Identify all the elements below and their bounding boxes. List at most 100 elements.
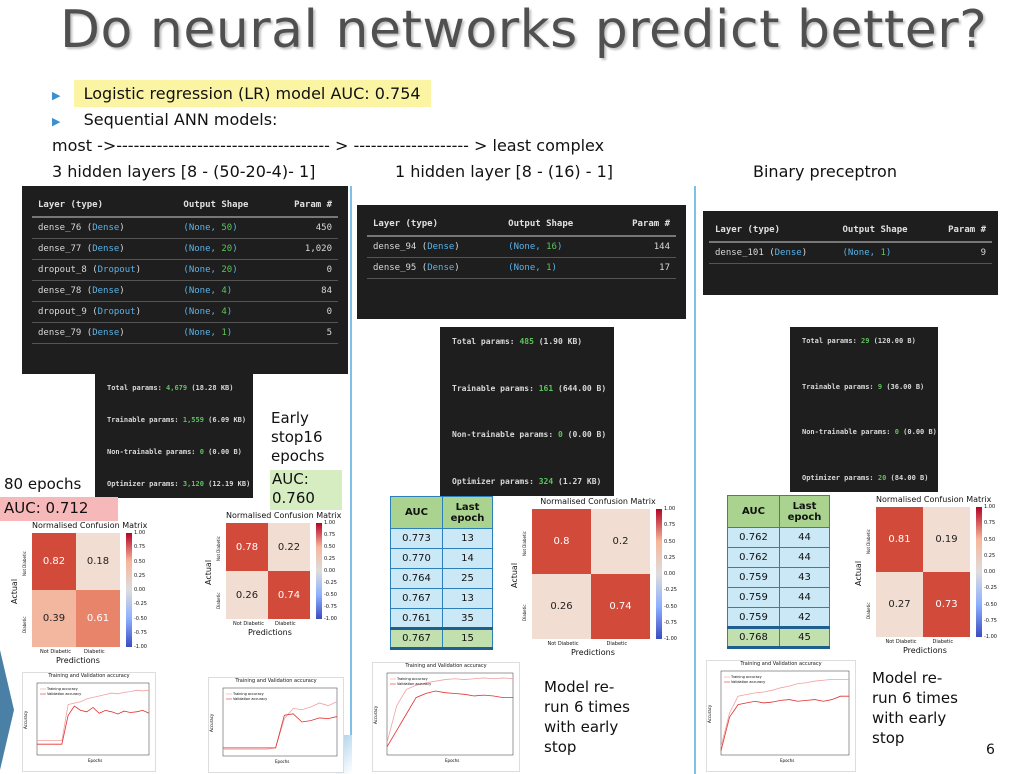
colorbar-tick: 0.50 xyxy=(984,536,996,543)
cm-row-label: Not Diabetic xyxy=(522,530,527,556)
colorbar-tick: 1.00 xyxy=(324,520,336,526)
auc-cell: 44 xyxy=(779,547,830,568)
plot-ylabel: Accuracy xyxy=(707,704,712,723)
colorbar-tick: -0.75 xyxy=(664,619,677,626)
cm-col-label: Not Diabetic xyxy=(885,639,917,645)
shape-cell: (None, 50) xyxy=(177,217,275,239)
table-row: dropout_8 (Dropout) (None, 20) 0 xyxy=(32,259,338,281)
plot-title: Training and Validation accuracy xyxy=(405,663,487,669)
cm-col-label: Not Diabetic xyxy=(233,621,265,627)
auc-cell: 13 xyxy=(442,528,493,549)
confusion-matrix-2: Normalised Confusion Matrix 0.8 0.2 0.26 0.7… xyxy=(508,497,688,661)
auc-cell: 35 xyxy=(442,608,493,629)
colorbar-tick: 0.25 xyxy=(664,554,676,561)
col-layer: Layer (type) xyxy=(367,213,503,237)
param-line: Non-trainable params: 0 (0.00 B) xyxy=(802,428,937,436)
shape-units: 1 xyxy=(546,263,552,273)
shape-suffix: ) xyxy=(226,307,233,317)
shape-suffix: ) xyxy=(226,328,233,338)
accuracy-plot-3: Training and Validation accuracy Training… xyxy=(706,660,856,772)
cm-cell: 0.74 xyxy=(268,571,310,619)
model3-header: Binary preceptron xyxy=(753,162,897,181)
model3-summary-table: Layer (type) Output Shape Param # dense_… xyxy=(703,211,998,295)
param-cell: 450 xyxy=(274,217,338,239)
auc-header: AUC xyxy=(390,496,443,529)
param-cell: 1,020 xyxy=(274,238,338,260)
cm-row-label: Not Diabetic xyxy=(216,536,221,561)
layer-cell: dropout_9 (Dropout) xyxy=(32,301,178,323)
param-label: Trainable params: xyxy=(452,383,534,393)
training-curve xyxy=(386,677,514,743)
colorbar-tick: 0.75 xyxy=(324,532,336,538)
layer-name: dense_76 xyxy=(38,223,82,233)
colorbar-tick: 0.75 xyxy=(664,522,676,529)
plot-title: Training and Validation accuracy xyxy=(235,678,317,684)
param-value: 3,120 xyxy=(182,480,204,488)
table-row: dropout_9 (Dropout) (None, 4) 0 xyxy=(32,301,338,323)
cm-row-label: Diabetic xyxy=(522,603,527,621)
table-row: 0.759 43 xyxy=(727,567,830,588)
param-value: 485 xyxy=(519,337,534,346)
colorbar-tick: 0.25 xyxy=(324,556,336,562)
param-value: 0 xyxy=(199,448,204,456)
cm-ylabel: Actual xyxy=(10,578,19,604)
table-row: 0.762 44 xyxy=(727,547,830,568)
plot-frame xyxy=(720,670,850,756)
param-value: 4,679 xyxy=(166,384,188,392)
model1-summary-table: Layer (type) Output Shape Param # dense_… xyxy=(22,186,348,374)
training-curve xyxy=(223,701,338,750)
cm-row-label: Diabetic xyxy=(216,592,221,609)
cm-title: Normalised Confusion Matrix xyxy=(32,521,148,530)
layer-cell: dense_101 (Dense) xyxy=(709,242,837,264)
param-label: Optimizer params: xyxy=(802,473,874,482)
auc-cell: 25 xyxy=(442,568,493,589)
shape-cell: (None, 16) xyxy=(502,236,608,258)
column-divider xyxy=(350,186,352,774)
param-size: (0.00 B) xyxy=(567,430,607,440)
training-curve xyxy=(37,689,150,741)
param-size: (6.09 KB) xyxy=(208,416,247,424)
colorbar-tick: -0.25 xyxy=(324,580,337,586)
bullet-lr: ▶ Logistic regression (LR) model AUC: 0.… xyxy=(52,80,431,107)
validation-curve xyxy=(223,713,338,749)
col-param: Param # xyxy=(607,213,676,237)
shape-units: 16 xyxy=(546,242,557,252)
model1-params: Total params: 4,679 (18.28 KB) Trainable … xyxy=(95,374,253,498)
shape-units: 20 xyxy=(221,265,233,275)
cm-cell: 0.8 xyxy=(532,509,591,574)
param-value: 29 xyxy=(861,337,870,345)
layer-name: dropout_8 xyxy=(38,265,87,275)
shape-prefix: (None, xyxy=(183,286,222,296)
ann-text: Sequential ANN models: xyxy=(83,110,278,129)
plot-ylabel: Accuracy xyxy=(373,705,378,724)
table-row: dense_78 (Dense) (None, 4) 84 xyxy=(32,280,338,302)
plot-xlabel: Epochs xyxy=(780,758,794,763)
model1-header: 3 hidden layers [8 - (50-20-4)- 1] xyxy=(52,162,316,181)
auc-cell: 43 xyxy=(779,567,830,588)
colorbar-tick: -0.75 xyxy=(134,629,147,636)
param-size: (0.00 B) xyxy=(208,448,242,456)
cm-cell: 0.26 xyxy=(532,574,591,639)
auc-cell: 44 xyxy=(779,587,830,608)
auc-cell: 13 xyxy=(442,588,493,609)
plot-frame xyxy=(222,687,338,757)
cm-cell: 0.78 xyxy=(226,523,268,571)
cm-cell: 0.22 xyxy=(268,523,310,571)
bullet-ann: ▶ Sequential ANN models: xyxy=(52,110,277,129)
layer-type: Dense xyxy=(92,328,120,338)
layer-cell: dropout_8 (Dropout) xyxy=(32,259,178,281)
shape-prefix: (None, xyxy=(183,328,222,338)
colorbar-tick: -0.50 xyxy=(664,603,677,610)
colorbar-tick: 0.50 xyxy=(324,544,336,550)
auc-cell: 0.762 xyxy=(727,527,780,548)
param-line: Non-trainable params: 0 (0.00 B) xyxy=(452,430,606,439)
param-label: Non-trainable params: xyxy=(107,448,196,456)
cm-cell: 0.26 xyxy=(226,571,268,619)
param-size: (18.28 KB) xyxy=(191,384,234,392)
col-param: Param # xyxy=(930,219,992,243)
cm-cell: 0.82 xyxy=(32,533,76,590)
cm-cell: 0.39 xyxy=(32,590,76,647)
param-size: (36.00 B) xyxy=(886,382,925,391)
param-label: Total params: xyxy=(802,337,857,345)
